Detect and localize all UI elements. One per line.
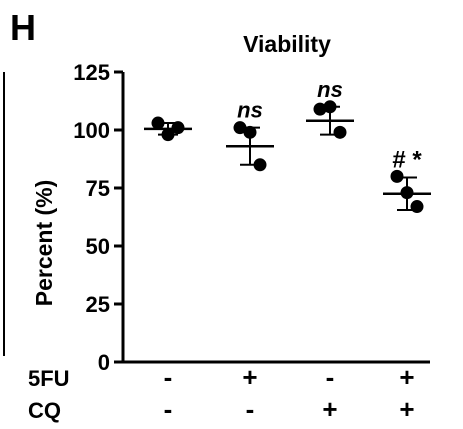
significance-label: # * [392, 147, 422, 174]
marks-layer: ns ns # * [144, 77, 431, 214]
condition-sign: + [242, 362, 257, 392]
panel-label: H [10, 7, 36, 48]
y-axis-label: Percent (%) [31, 180, 57, 307]
significance-label: ns [317, 77, 343, 102]
data-point [390, 169, 404, 183]
condition-row-label: CQ [28, 398, 61, 423]
significance-label: ns [237, 98, 263, 123]
y-tick-label: 75 [86, 176, 110, 201]
condition-sign: - [164, 362, 173, 392]
condition-sign: + [399, 394, 414, 424]
condition-sign: - [164, 394, 173, 424]
condition-sign: + [322, 394, 337, 424]
data-point [333, 125, 347, 139]
condition-sign: + [399, 362, 414, 392]
data-point [410, 200, 424, 214]
y-tick-label: 50 [86, 234, 110, 259]
condition-sign: - [246, 394, 255, 424]
condition-row-label: 5FU [28, 366, 70, 391]
y-tick-label: 0 [98, 350, 110, 375]
y-tick-label: 100 [73, 118, 110, 143]
y-tick-label: 125 [73, 60, 110, 85]
y-tick-label: 25 [86, 292, 110, 317]
condition-sign: - [326, 362, 335, 392]
axes-layer: 0 25 50 75 100 125 [73, 60, 430, 375]
chart-title: Viability [243, 31, 331, 57]
